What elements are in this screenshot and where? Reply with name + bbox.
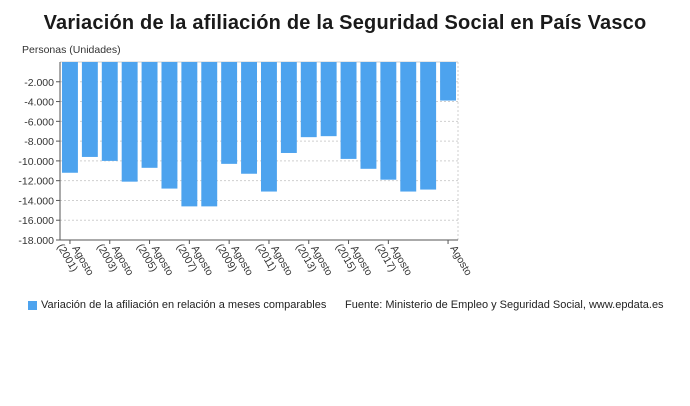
bar	[161, 62, 178, 189]
bar-chart: -2.000 -4.000 -6.000 -8.000 -10.000 -12.000 -1…	[18, 61, 474, 284]
bar	[320, 62, 337, 137]
bar	[101, 62, 118, 161]
bar	[181, 62, 198, 207]
bar	[340, 62, 357, 159]
legend-label: Variación de la afiliación en relación a…	[41, 299, 327, 311]
bar	[121, 62, 138, 182]
x-tick-label: Agosto(2015)	[333, 236, 375, 284]
y-tick-label: -14.000	[18, 195, 54, 207]
bar	[260, 62, 277, 192]
legend: Variación de la afiliación en relación a…	[28, 299, 326, 311]
x-tick-label: Agosto(2007)	[174, 236, 216, 284]
bar	[61, 62, 78, 173]
bar	[141, 62, 158, 168]
bar	[360, 62, 377, 169]
x-tick-label: Agosto	[447, 244, 474, 278]
bar	[201, 62, 218, 207]
source-text: Fuente: Ministerio de Empleo y Seguridad…	[345, 299, 664, 311]
x-tick-label: Agosto(2003)	[94, 236, 136, 284]
y-axis-label: Personas (Unidades)	[22, 44, 121, 56]
bar	[241, 62, 258, 174]
y-tick-label: -6.000	[24, 116, 54, 128]
bar	[280, 62, 297, 153]
x-tick-label: Agosto(2011)	[253, 236, 295, 284]
x-tick-label: Agosto(2005)	[134, 236, 176, 284]
bar	[221, 62, 238, 164]
y-tick-label: -10.000	[18, 156, 54, 168]
bar	[400, 62, 417, 192]
y-tick-label: -18.000	[18, 235, 54, 247]
x-tick-label: Agosto(2001)	[54, 236, 96, 284]
bar	[440, 62, 457, 101]
x-tick-label: Agosto(2017)	[373, 236, 415, 284]
y-tick-label: -12.000	[18, 176, 54, 188]
y-tick-label: -16.000	[18, 215, 54, 227]
bar	[380, 62, 397, 180]
y-tick-label: -2.000	[24, 77, 54, 89]
chart-title: Variación de la afiliación de la Segurid…	[43, 12, 647, 34]
y-tick-label: -8.000	[24, 136, 54, 148]
x-tick-label: Agosto(2009)	[214, 236, 256, 284]
legend-swatch	[28, 300, 37, 310]
x-tick-label: Agosto(2013)	[293, 236, 335, 284]
y-tick-label: -4.000	[24, 97, 54, 109]
bar	[420, 62, 437, 190]
bar	[300, 62, 317, 138]
bar	[81, 62, 98, 157]
